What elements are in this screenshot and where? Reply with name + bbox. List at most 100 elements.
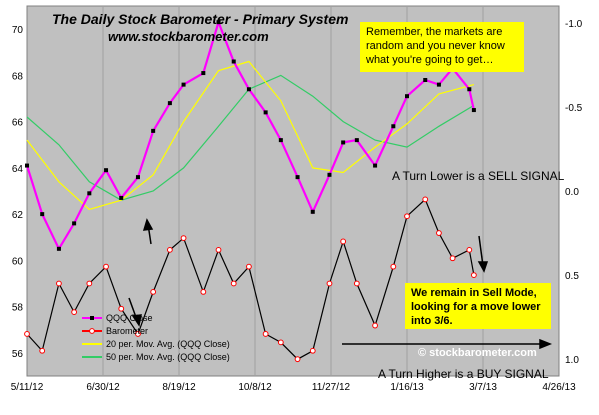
barometer-point [340, 238, 347, 245]
barometer-point [309, 347, 316, 354]
barometer-point [390, 263, 397, 270]
qqq-close-point [354, 138, 359, 143]
qqq-close-point [373, 163, 378, 168]
note-sell-mode: We remain in Sell Mode, looking for a mo… [405, 283, 551, 329]
y-right-tick-label: 1.0 [565, 355, 579, 366]
legend-label-qqq-close: QQQ Close [106, 313, 153, 323]
barometer-point [470, 272, 477, 278]
qqq-close-point [423, 78, 428, 82]
y-left-tick-label: 64 [12, 164, 24, 175]
x-tick-label: 10/8/12 [238, 382, 272, 393]
y-right-tick-label: -0.5 [565, 103, 583, 114]
legend: QQQ Close Barometer 20 per. Mov. Avg. (QQQ… [82, 313, 230, 362]
qqq-close-point [436, 82, 441, 87]
barometer-point [118, 305, 125, 312]
barometer-point [166, 246, 173, 253]
qqq-close-point [56, 246, 61, 251]
barometer-point [24, 331, 30, 337]
qqq-close-point [310, 209, 315, 214]
barometer-line [26, 198, 475, 360]
barometer-point [246, 263, 252, 270]
barometer-point [86, 280, 93, 287]
y-left-tick-label: 60 [12, 256, 24, 267]
y-left-tick-label: 58 [12, 303, 24, 314]
legend-label-barometer: Barometer [106, 326, 148, 336]
y-left-tick-label: 66 [12, 118, 24, 129]
barometer-point [103, 263, 109, 270]
qqq-close-point [263, 110, 268, 115]
legend-marker-barometer [89, 328, 95, 334]
y-left-tick-label: 56 [12, 349, 24, 360]
qqq-close-point [151, 128, 156, 133]
qqq-close-point [231, 59, 236, 64]
barometer-point [215, 246, 222, 253]
barometer-point [372, 322, 378, 329]
barometer-point [326, 280, 333, 287]
x-tick-label: 4/26/13 [542, 382, 576, 393]
y-right-tick-label: 0.5 [565, 271, 579, 282]
chart-subtitle: www.stockbarometer.com [108, 29, 269, 44]
barometer-point [353, 280, 360, 287]
barometer-point [404, 213, 410, 220]
x-tick-label: 5/11/12 [11, 382, 44, 393]
qqq-close-point [341, 140, 346, 145]
barometer-point [422, 196, 429, 203]
arrow-down-right-icon [477, 235, 489, 273]
barometer-point [262, 331, 269, 337]
barometer-point [436, 230, 442, 236]
y-left-tick-label: 70 [12, 25, 24, 36]
qqq-close-point [40, 212, 45, 217]
y-left-tick-label: 62 [12, 210, 24, 221]
barometer-point [230, 280, 237, 287]
barometer-point [39, 347, 46, 354]
legend-label-50-per-mov-avg-qqq-close: 50 per. Mov. Avg. (QQQ Close) [106, 352, 230, 362]
x-tick-label: 3/7/13 [469, 382, 497, 393]
barometer-point [200, 289, 207, 295]
x-tick-label: 6/30/12 [86, 382, 120, 393]
qqq-close-point [216, 20, 221, 25]
barometer-point [71, 309, 78, 315]
qqq-close-point [167, 101, 172, 106]
qqq-close-point [119, 195, 124, 200]
qqq-close-point [72, 221, 77, 226]
qqq-close-point [181, 82, 186, 87]
buy-signal-label: A Turn Higher is a BUY SIGNAL [378, 367, 549, 381]
qqq-close-point [246, 87, 251, 92]
qqq-close-point [25, 163, 29, 168]
copyright-label: © stockbarometer.com [418, 347, 537, 359]
y-right-tick-label: 0.0 [565, 187, 579, 198]
qqq-close-point [135, 175, 140, 180]
chart-title: The Daily Stock Barometer - Primary Syst… [52, 11, 348, 27]
qqq-close-point [104, 168, 109, 173]
qqq-close-point [201, 71, 206, 76]
barometer-point [135, 331, 141, 337]
arrow-down-icon [128, 297, 142, 327]
barometer-point [56, 280, 62, 287]
y-left-tick-label: 68 [12, 71, 24, 82]
arrow-up-icon [142, 218, 154, 245]
legend-marker-qqq-close [90, 316, 94, 320]
y-right-tick-label: -1.0 [565, 19, 583, 30]
qqq-close-point [327, 172, 332, 177]
qqq-close-point [405, 94, 409, 99]
barometer-point [150, 289, 157, 295]
qqq-close-point [87, 191, 92, 196]
barometer-point [449, 255, 456, 262]
barometer-point [180, 235, 187, 241]
barometer-point [277, 339, 284, 346]
qqq-close-point [467, 87, 472, 92]
barometer-point [294, 356, 301, 363]
x-tick-label: 11/27/12 [312, 382, 351, 393]
sell-signal-label: A Turn Lower is a SELL SIGNAL [392, 169, 565, 183]
qqq-close-point [278, 138, 283, 143]
legend-label-20-per-mov-avg-qqq-close: 20 per. Mov. Avg. (QQQ Close) [106, 339, 230, 349]
note-random: Remember, the markets are random and you… [360, 22, 524, 72]
x-tick-label: 8/19/12 [162, 382, 196, 393]
arrow-right-icon [342, 338, 553, 350]
qqq-close-point [471, 108, 476, 113]
qqq-close-line [25, 18, 475, 252]
qqq-close-point [295, 175, 300, 180]
barometer-point [466, 246, 473, 253]
x-tick-label: 1/16/13 [390, 382, 424, 393]
